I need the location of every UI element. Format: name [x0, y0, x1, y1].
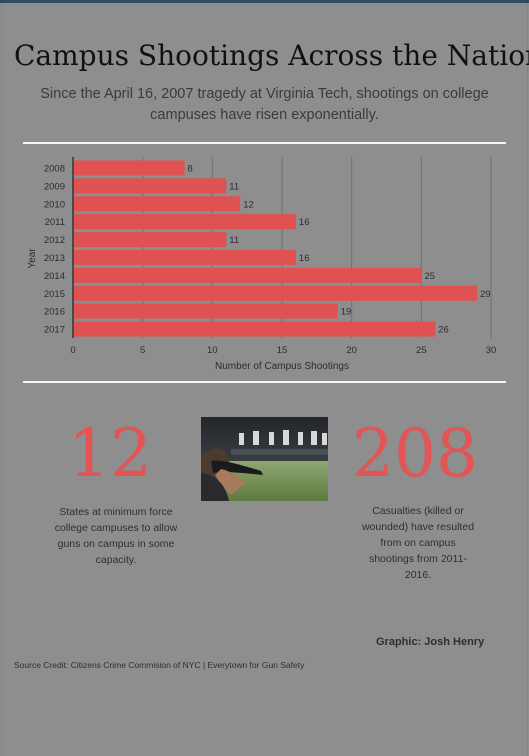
- value-label: 11: [229, 235, 239, 246]
- source-credit: Source Credit: Citizens Crime Commision …: [14, 660, 305, 670]
- category-label: 2010: [44, 199, 65, 210]
- value-label: 8: [187, 163, 192, 174]
- value-label: 29: [480, 289, 491, 300]
- x-tick-label: 5: [140, 345, 145, 356]
- category-label: 2017: [44, 325, 65, 336]
- bar-2009: [73, 178, 227, 194]
- x-tick-label: 10: [207, 345, 218, 356]
- value-label: 16: [299, 217, 310, 228]
- x-tick-label: 20: [346, 345, 357, 356]
- chart-value-labels: 8 11 12 16 11 16 25 29 19 26: [187, 163, 490, 335]
- category-label: 2011: [45, 217, 65, 228]
- x-tick-label: 25: [416, 345, 427, 356]
- stat-description-casualties: Casualties (killed or wounded) have resu…: [361, 505, 475, 581]
- page-frame: [1, 3, 528, 756]
- x-tick-label: 0: [70, 345, 75, 356]
- divider-bottom: [23, 381, 506, 383]
- category-label: 2009: [44, 181, 65, 192]
- value-label: 11: [229, 181, 239, 192]
- bar-2016: [73, 303, 338, 319]
- stat-description-states: States at minimum force college campuses…: [54, 506, 178, 566]
- bar-2011: [73, 214, 296, 230]
- chart-category-labels: 2008 2009 2010 2011 2012 2013 2014 2015 2016 2017: [44, 163, 65, 335]
- value-label: 19: [341, 307, 352, 318]
- x-tick-label: 30: [486, 345, 497, 356]
- y-axis-title: Year: [27, 248, 38, 269]
- bar-chart: 2008200920102011201220132014201520162017…: [27, 157, 496, 372]
- value-label: 25: [424, 271, 435, 282]
- x-axis-title: Number of Campus Shootings: [215, 361, 349, 372]
- category-label: 2016: [44, 307, 65, 318]
- value-label: 26: [438, 325, 449, 336]
- category-label: 2008: [44, 163, 65, 174]
- chart-x-tick-labels: 0 5 10 15 20 25 30: [70, 345, 496, 356]
- bar-2010: [73, 196, 241, 212]
- top-border: [0, 0, 529, 3]
- category-label: 2012: [44, 235, 65, 246]
- x-tick-label: 15: [277, 345, 288, 356]
- divider-top: [23, 142, 506, 144]
- bar-2017: [73, 321, 436, 337]
- rifle-range-image: [201, 417, 328, 501]
- bar-2012: [73, 232, 227, 248]
- page-title: Campus Shootings Across the Nation: [14, 39, 529, 72]
- graphic-credit: Graphic: Josh Henry: [376, 636, 485, 648]
- value-label: 12: [243, 199, 254, 210]
- stat-number-states: 12: [68, 415, 152, 492]
- bar-2014: [73, 267, 422, 283]
- shooting-range-photo: [201, 417, 328, 501]
- category-label: 2015: [44, 289, 65, 300]
- value-label: 16: [299, 253, 310, 264]
- bar-2008: [73, 160, 185, 176]
- category-label: 2013: [44, 253, 65, 264]
- page-subtitle: Since the April 16, 2007 tragedy at Virg…: [40, 86, 489, 123]
- stat-number-casualties: 208: [352, 415, 478, 492]
- category-label: 2014: [44, 271, 65, 282]
- bar-2015: [73, 285, 478, 301]
- bar-2013: [73, 249, 296, 265]
- chart-bars: [73, 160, 478, 337]
